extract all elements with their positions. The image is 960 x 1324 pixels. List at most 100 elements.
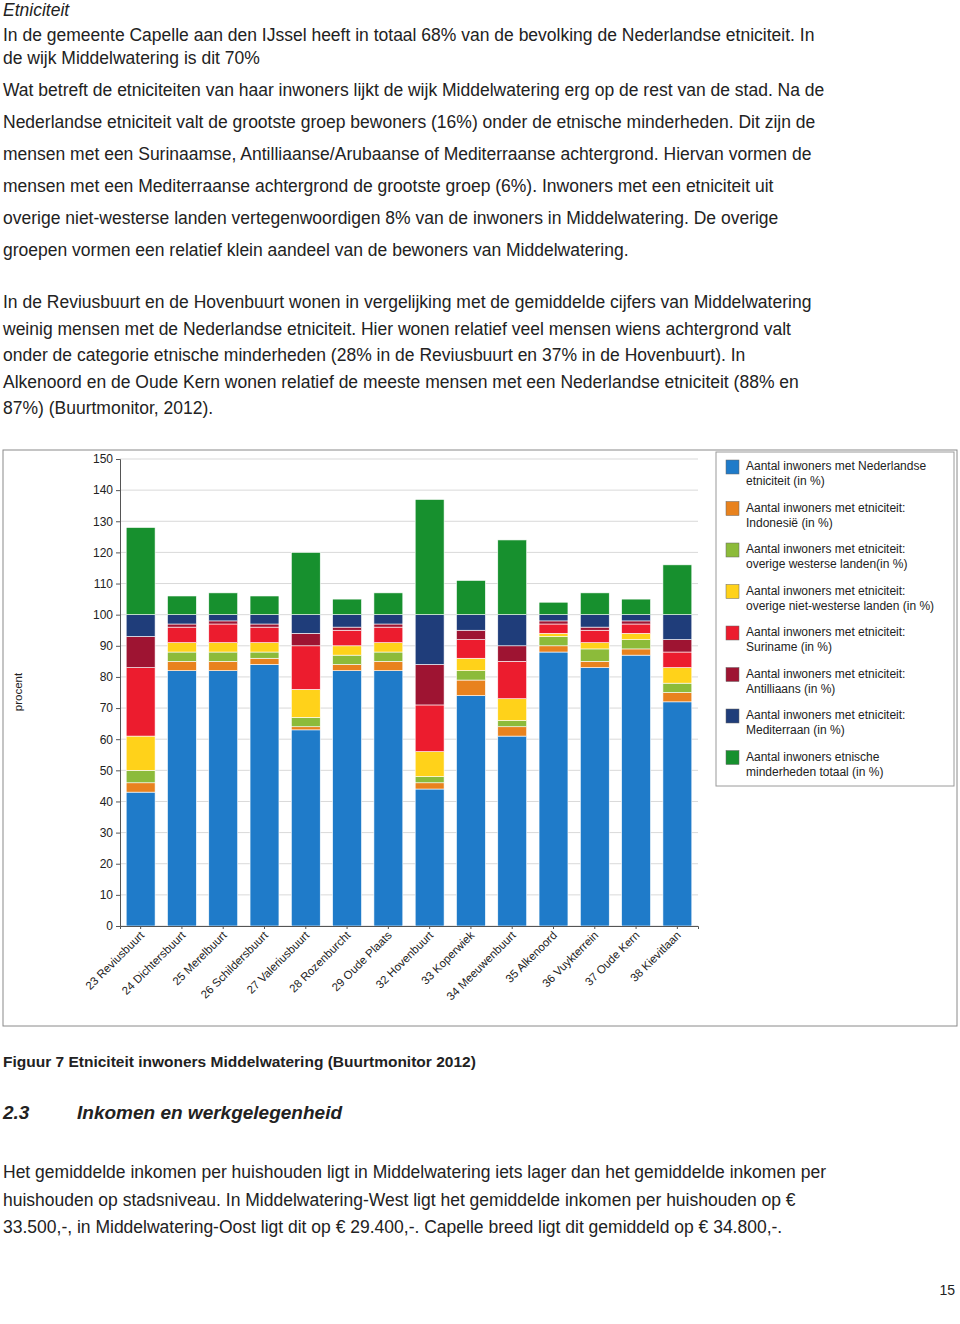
bar-segment — [663, 652, 692, 668]
tick-label: 70 — [100, 701, 114, 715]
grid-line — [120, 552, 698, 553]
bar-segment — [456, 580, 485, 614]
tick-label: 120 — [93, 546, 113, 560]
grid-line — [120, 801, 698, 802]
bar-segment — [622, 615, 651, 621]
bar-segment — [456, 671, 485, 680]
bar-segment — [374, 671, 403, 926]
bar-segment — [456, 640, 485, 659]
grid-line — [120, 459, 698, 460]
grid-line — [120, 894, 698, 895]
bar-segment — [498, 727, 527, 736]
bar-segment — [498, 736, 527, 926]
axis-line — [116, 460, 121, 927]
bar-segment — [580, 643, 609, 649]
bar-segment — [622, 621, 651, 624]
tick-mark — [553, 926, 554, 929]
paragraph-line: overige niet-westerse landen vertegenwoo… — [3, 208, 778, 228]
bar-segment — [167, 661, 196, 670]
bar-segment — [209, 661, 238, 670]
bar-segment — [622, 599, 651, 615]
legend-swatch — [726, 502, 739, 516]
tick-label: 150 — [93, 452, 113, 466]
bar-segment — [333, 655, 362, 664]
bar-segment — [374, 627, 403, 643]
legend-swatch — [726, 668, 739, 682]
legend-label-line: overige westerse landen(in %) — [746, 557, 907, 571]
bar-segment — [333, 627, 362, 630]
bar-segment — [498, 615, 527, 646]
bar-segment — [167, 652, 196, 661]
legend-label-line: Aantal inwoners etnische — [746, 750, 880, 764]
bar-segment — [167, 596, 196, 615]
y-tick: 120 — [93, 546, 120, 560]
bar-segment — [333, 671, 362, 926]
bar-segment — [415, 664, 444, 704]
bar-segment — [539, 652, 568, 926]
legend-label: Aantal inwoners etnischeminderheden tota… — [746, 750, 883, 779]
y-tick: 100 — [93, 608, 120, 622]
bar-segment — [126, 615, 155, 637]
legend-label: Aantal inwoners met etniciteit:overige w… — [746, 542, 907, 571]
y-tick: 140 — [93, 483, 120, 497]
legend-label-line: Aantal inwoners met Nederlandse — [746, 459, 926, 473]
bar-segment — [663, 683, 692, 692]
legend-label: Aantal inwoners met etniciteit:Antilliaa… — [746, 667, 905, 696]
bar-segment — [456, 630, 485, 639]
bar-segment — [374, 615, 403, 624]
legend-label-line: Antilliaans (in %) — [746, 682, 835, 696]
x-axis: 23 Reviusbuurt24 Dichtersbuurt25 Merelbu… — [83, 926, 698, 1002]
tick-label: 60 — [100, 733, 114, 747]
tick-label: 100 — [93, 608, 113, 622]
bar-segment — [663, 668, 692, 684]
tick-label: 20 — [100, 857, 114, 871]
grid — [120, 459, 698, 926]
legend-swatch — [726, 460, 739, 474]
section-heading: Etniciteit — [3, 0, 70, 20]
bar-segment — [250, 658, 279, 664]
chart — [120, 459, 698, 926]
legend-label-line: Aantal inwoners met etniciteit: — [746, 708, 905, 722]
legend-label: Aantal inwoners met etniciteit:Suriname … — [746, 625, 905, 654]
bar-segment — [250, 664, 279, 926]
tick-mark — [116, 833, 120, 834]
bar-segment — [374, 652, 403, 661]
legend-label: Aantal inwoners met Nederlandseetnicitei… — [746, 459, 926, 488]
bar-segment — [663, 702, 692, 926]
tick-label: 26 Schildersbuurt — [198, 928, 270, 1000]
paragraph-line: Nederlandse etniciteit valt de grootste … — [3, 112, 815, 132]
y-tick: 70 — [100, 701, 120, 715]
grid-line — [120, 739, 698, 740]
paragraph-line: 87%) (Buurtmonitor, 2012). — [3, 398, 213, 418]
y-tick: 30 — [100, 826, 120, 840]
legend-label-line: Mediterraan (in %) — [746, 723, 845, 737]
tick-mark — [116, 646, 120, 647]
bar-segment — [539, 621, 568, 624]
grid-line — [120, 708, 698, 709]
page: EtniciteitIn de gemeente Capelle aan den… — [0, 0, 960, 1324]
bar-segment — [415, 705, 444, 752]
tick-label: 10 — [100, 888, 114, 902]
bar-segment — [126, 636, 155, 667]
bar-segment — [456, 696, 485, 926]
bar-segment — [539, 602, 568, 614]
grid-line — [120, 645, 698, 646]
bar-segment — [250, 627, 279, 643]
axis-line — [121, 927, 699, 930]
grid-line — [120, 676, 698, 677]
bar-segment — [209, 624, 238, 643]
bar-segment — [580, 630, 609, 642]
bar-segment — [374, 661, 403, 670]
paragraph-line: mensen met een Mediterraanse achtergrond… — [3, 176, 774, 196]
legend-label: Aantal inwoners met etniciteit:Indonesië… — [746, 501, 905, 530]
section-title: Inkomen en werkgelegenheid — [77, 1102, 342, 1123]
section-number: 2.3 — [2, 1102, 30, 1123]
bar-segment — [580, 661, 609, 667]
y-tick: 150 — [93, 452, 120, 466]
bar-segment — [167, 627, 196, 643]
bar-segment — [333, 599, 362, 615]
grid-line — [120, 583, 698, 584]
bar-segment — [209, 671, 238, 926]
bar-segment — [539, 624, 568, 633]
bar-segment — [167, 615, 196, 624]
